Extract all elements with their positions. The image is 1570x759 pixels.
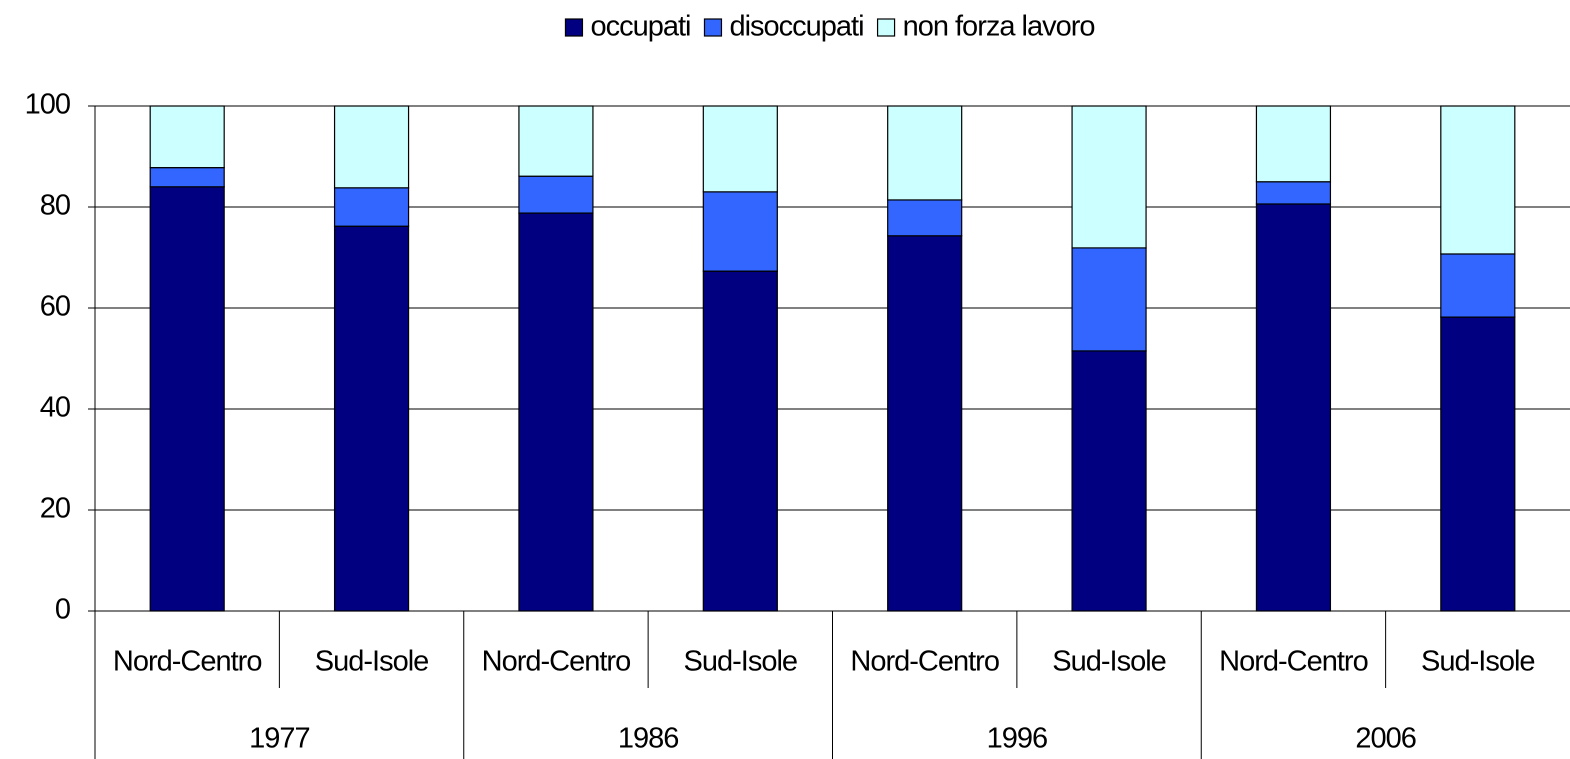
bar-segment <box>149 105 225 169</box>
y-tick-label: 80 <box>40 190 70 222</box>
bar-segment <box>333 225 410 612</box>
x-tick-label: Nord-Centro <box>850 646 999 678</box>
y-tick-label: 60 <box>40 291 70 323</box>
y-tick-label: 0 <box>55 594 70 626</box>
y-tick-label: 100 <box>25 89 70 121</box>
x-tick-label: Nord-Centro <box>482 646 631 678</box>
y-tick-label: 20 <box>40 493 70 525</box>
bar-segment <box>702 105 778 193</box>
bar-segment <box>149 167 225 188</box>
bar-segment <box>1440 105 1516 255</box>
bar-segment <box>887 199 963 237</box>
legend-swatch <box>564 18 584 37</box>
x-tick-label: Sud-Isole <box>1421 646 1535 678</box>
bar-segment <box>1071 105 1147 249</box>
legend-swatch <box>876 18 896 37</box>
bar-segment <box>702 191 778 272</box>
bar-segment <box>518 175 594 214</box>
bar-segment <box>1255 105 1332 183</box>
group-label: 1996 <box>987 723 1048 755</box>
bar-segment <box>149 186 225 612</box>
x-tick-label: Sud-Isole <box>684 646 798 678</box>
y-tick-label: 40 <box>40 392 70 424</box>
x-tick-label: Sud-Isole <box>315 646 429 678</box>
x-tick-label: Nord-Centro <box>1219 646 1368 678</box>
bar-segment <box>333 187 410 227</box>
bar-segment <box>1071 247 1147 352</box>
bar-segment <box>1440 253 1516 318</box>
group-label: 1977 <box>249 723 310 755</box>
bar-segment <box>887 105 963 201</box>
legend-label: non forza lavoro <box>903 11 1095 43</box>
bar-segment <box>518 212 594 612</box>
group-label: 2006 <box>1355 723 1416 755</box>
bar-segment <box>1255 181 1332 205</box>
legend-swatch <box>703 18 723 37</box>
bar-segment <box>518 105 594 177</box>
group-label: 1986 <box>618 723 679 755</box>
bar-segment <box>702 270 778 612</box>
bar-segment <box>1255 203 1332 612</box>
x-tick-label: Sud-Isole <box>1052 646 1166 678</box>
legend-label: disoccupati <box>729 11 863 43</box>
bar-segment <box>1071 350 1147 612</box>
x-tick-label: Nord-Centro <box>113 646 262 678</box>
bar-segment <box>887 235 963 612</box>
bar-segment <box>333 105 410 189</box>
bar-segment <box>1440 316 1516 612</box>
legend-label: occupati <box>590 11 690 43</box>
